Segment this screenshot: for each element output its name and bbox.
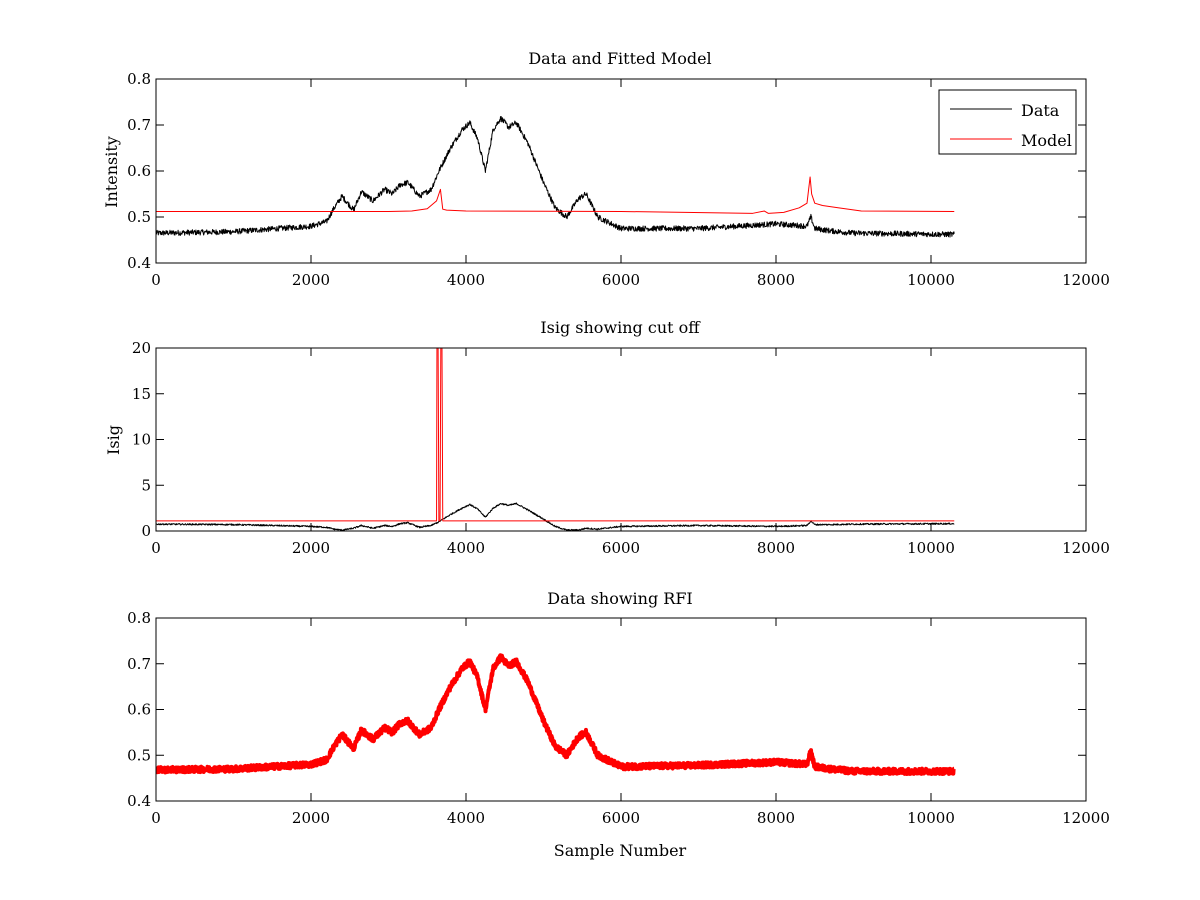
y-tick-label: 0.8: [127, 609, 151, 627]
x-tick-label: 12000: [1062, 271, 1110, 289]
x-tick-label: 4000: [447, 539, 485, 557]
plot-area: 0 2000 4000 6000 8000 10000 12000 0.4 0.5 0.6 0.7 0…: [127, 70, 1110, 289]
y-axis-label: Intensity: [102, 136, 121, 208]
x-tick-label: 0: [151, 271, 161, 289]
plot-area: 0 2000 4000 6000 8000 10000 12000 0.4 0.5 0.6 0.7 0…: [127, 609, 1110, 827]
series-line: [156, 348, 955, 522]
series-group: [156, 348, 955, 531]
legend: Data Model: [938, 89, 1077, 155]
x-tick-label: 8000: [757, 539, 795, 557]
x-tick-label: 12000: [1062, 539, 1110, 557]
x-tick-label: 8000: [757, 271, 795, 289]
y-tick-label: 0.6: [127, 162, 151, 180]
x-tick-label: 2000: [292, 539, 330, 557]
plot-area: 0 2000 4000 6000 8000 10000 12000 0 5 10 15 20: [132, 339, 1110, 557]
x-tick-label: 2000: [292, 271, 330, 289]
legend-label-model: Model: [1021, 131, 1072, 150]
x-tick-label: 0: [151, 539, 161, 557]
y-tick-label: 0.7: [127, 116, 151, 134]
y-tick-label: 0.8: [127, 70, 151, 88]
y-tick-label: 5: [141, 476, 151, 494]
y-tick-label: 10: [132, 431, 151, 449]
x-tick-label: 6000: [602, 539, 640, 557]
legend-label-data: Data: [1021, 101, 1060, 120]
series-group: [156, 116, 955, 238]
series-line: [156, 502, 955, 531]
series-line: [156, 653, 956, 777]
legend-box: [938, 89, 1077, 155]
y-tick-label: 0.4: [127, 254, 151, 272]
panel-data-showing-rfi: Data showing RFI 0 2000 4000 6000 8000 10000 1…: [127, 589, 1110, 860]
y-tick-label: 20: [132, 339, 151, 357]
y-tick-label: 0: [141, 522, 151, 540]
x-tick-label: 12000: [1062, 809, 1110, 827]
panel-title: Isig showing cut off: [540, 318, 701, 337]
x-axis-label: Sample Number: [554, 841, 687, 860]
x-tick-label: 10000: [907, 271, 955, 289]
y-axis-label: Isig: [104, 425, 123, 455]
y-tick-label: 15: [132, 385, 151, 403]
series-group: [156, 653, 956, 777]
x-tick-label: 10000: [907, 539, 955, 557]
panel-isig-showing-cut-off: Isig showing cut off Isig 0 2000 4000 6000 8…: [104, 318, 1110, 557]
x-tick-label: 4000: [447, 271, 485, 289]
panel-title: Data showing RFI: [547, 589, 692, 608]
panel-title: Data and Fitted Model: [528, 49, 711, 68]
x-tick-label: 8000: [757, 809, 795, 827]
y-tick-label: 0.6: [127, 701, 151, 719]
panel-data-and-fitted-model: Data and Fitted Model Intensity 0 2000 400…: [102, 49, 1110, 289]
series-line-data: [156, 116, 955, 238]
y-tick-label: 0.7: [127, 655, 151, 673]
x-tick-label: 10000: [907, 809, 955, 827]
x-tick-label: 0: [151, 809, 161, 827]
x-tick-label: 6000: [602, 271, 640, 289]
y-tick-label: 0.5: [127, 208, 151, 226]
y-tick-label: 0.5: [127, 746, 151, 764]
series-line-model: [156, 176, 955, 214]
x-tick-label: 4000: [447, 809, 485, 827]
y-tick-label: 0.4: [127, 792, 151, 810]
x-tick-label: 2000: [292, 809, 330, 827]
x-tick-label: 6000: [602, 809, 640, 827]
